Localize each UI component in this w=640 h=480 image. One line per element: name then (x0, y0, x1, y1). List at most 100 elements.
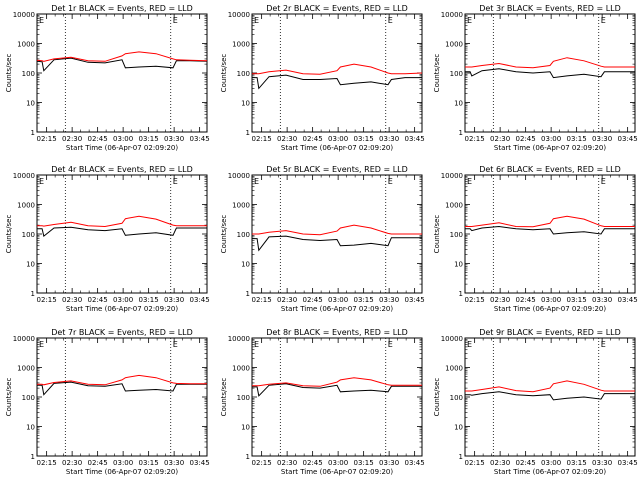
x-tick-label: 03:30 (592, 135, 612, 143)
panel-title: Det 9r BLACK = Events, RED = LLD (479, 328, 621, 337)
x-tick-label: 02:45 (88, 135, 108, 143)
x-tick-label: 02:30 (277, 296, 297, 304)
x-tick-label: 02:15 (252, 296, 272, 304)
y-tick-label: 10000 (228, 172, 250, 180)
x-axis-label: Start Time (06-Apr-07 02:09:20) (66, 468, 178, 476)
x-tick-label: 03:15 (354, 135, 374, 143)
lld-series-line (252, 224, 422, 236)
y-tick-label: 1000 (232, 41, 250, 49)
lld-series-line (465, 380, 635, 393)
x-tick-label: 03:00 (113, 459, 133, 467)
x-tick-label: 03:00 (328, 296, 348, 304)
marker-label: E (601, 16, 606, 25)
panel-4: Det 4r BLACK = Events, RED = LLD 1 10 100 10… (5, 165, 210, 313)
x-tick-label: 02:45 (516, 296, 536, 304)
plot-frame (464, 13, 636, 133)
y-tick-label: 100 (237, 70, 250, 78)
marker-label: E (39, 340, 44, 349)
x-tick-label: 03:45 (405, 296, 425, 304)
y-axis-label: Counts/sec (433, 378, 441, 417)
marker-label: E (601, 177, 606, 186)
x-tick-label: 02:30 (277, 459, 297, 467)
x-tick-label: 02:45 (88, 296, 108, 304)
x-tick-label: 03:45 (618, 459, 638, 467)
lld-series-line (37, 374, 207, 386)
x-tick-label: 02:45 (303, 459, 323, 467)
x-tick-label: 03:30 (592, 296, 612, 304)
y-tick-label: 100 (450, 231, 463, 239)
x-axis-label: Start Time (06-Apr-07 02:09:20) (494, 305, 606, 313)
panel-title: Det 4r BLACK = Events, RED = LLD (51, 165, 193, 174)
x-axis-label: Start Time (06-Apr-07 02:09:20) (66, 144, 178, 152)
x-tick-label: 02:30 (62, 459, 82, 467)
plot-frame (251, 337, 423, 457)
y-tick-label: 1 (31, 129, 35, 137)
y-tick-label: 1 (459, 129, 463, 137)
x-axis-label: Start Time (06-Apr-07 02:09:20) (494, 144, 606, 152)
x-tick-label: 03:45 (190, 296, 210, 304)
plot-frame (36, 337, 208, 457)
panel-title: Det 7r BLACK = Events, RED = LLD (51, 328, 193, 337)
y-axis-label: Counts/sec (433, 54, 441, 93)
marker-label: E (388, 16, 393, 25)
y-tick-label: 10 (241, 261, 250, 269)
panel-3: Det 3r BLACK = Events, RED = LLD 1 10 100 10… (433, 4, 638, 152)
y-tick-label: 10 (241, 424, 250, 432)
plot-frame (36, 13, 208, 133)
marker-label: E (388, 177, 393, 186)
y-tick-label: 1 (246, 129, 250, 137)
x-tick-label: 02:45 (516, 459, 536, 467)
x-tick-label: 03:00 (328, 135, 348, 143)
marker-label: E (388, 340, 393, 349)
plot-frame (464, 174, 636, 294)
y-tick-label: 1000 (445, 41, 463, 49)
lld-series-line (465, 57, 635, 69)
y-tick-label: 100 (22, 231, 35, 239)
x-tick-label: 03:30 (379, 135, 399, 143)
events-series-line (465, 225, 635, 235)
lld-series-line (252, 377, 422, 387)
y-tick-label: 10 (454, 261, 463, 269)
y-tick-label: 10 (454, 100, 463, 108)
marker-label: E (39, 16, 44, 25)
x-tick-label: 03:45 (405, 459, 425, 467)
x-tick-label: 02:30 (62, 296, 82, 304)
events-series-line (465, 68, 635, 79)
events-series-line (465, 391, 635, 401)
y-tick-label: 10 (241, 100, 250, 108)
y-tick-label: 1 (31, 453, 35, 461)
y-tick-label: 10000 (441, 172, 463, 180)
x-tick-label: 03:15 (567, 459, 587, 467)
y-tick-label: 10 (26, 424, 35, 432)
panel-title: Det 3r BLACK = Events, RED = LLD (479, 4, 621, 13)
x-tick-label: 03:45 (618, 296, 638, 304)
lld-series-line (36, 51, 208, 62)
y-tick-label: 100 (237, 231, 250, 239)
x-tick-label: 02:30 (62, 135, 82, 143)
marker-label: E (467, 16, 472, 25)
y-tick-label: 1 (246, 290, 250, 298)
x-tick-label: 02:15 (37, 296, 57, 304)
y-tick-label: 10000 (441, 11, 463, 19)
x-axis-label: Start Time (06-Apr-07 02:09:20) (281, 305, 393, 313)
x-tick-label: 02:15 (465, 296, 485, 304)
x-tick-label: 02:30 (490, 296, 510, 304)
y-tick-label: 1 (246, 453, 250, 461)
y-tick-label: 100 (450, 394, 463, 402)
marker-label: E (39, 177, 44, 186)
x-tick-label: 02:15 (252, 135, 272, 143)
panel-1: Det 1r BLACK = Events, RED = LLD 1 10 100 10… (5, 4, 210, 152)
y-tick-label: 1 (31, 290, 35, 298)
plot-frame (251, 13, 423, 133)
y-tick-label: 100 (237, 394, 250, 402)
marker-label: E (467, 177, 472, 186)
x-tick-label: 03:15 (354, 459, 374, 467)
x-tick-label: 03:45 (190, 135, 210, 143)
y-tick-label: 1000 (232, 202, 250, 210)
x-axis-label: Start Time (06-Apr-07 02:09:20) (281, 144, 393, 152)
panel-2: Det 2r BLACK = Events, RED = LLD 1 10 100 10… (220, 4, 425, 152)
x-tick-label: 03:30 (379, 296, 399, 304)
panel-title: Det 8r BLACK = Events, RED = LLD (266, 328, 408, 337)
x-axis-label: Start Time (06-Apr-07 02:09:20) (281, 468, 393, 476)
